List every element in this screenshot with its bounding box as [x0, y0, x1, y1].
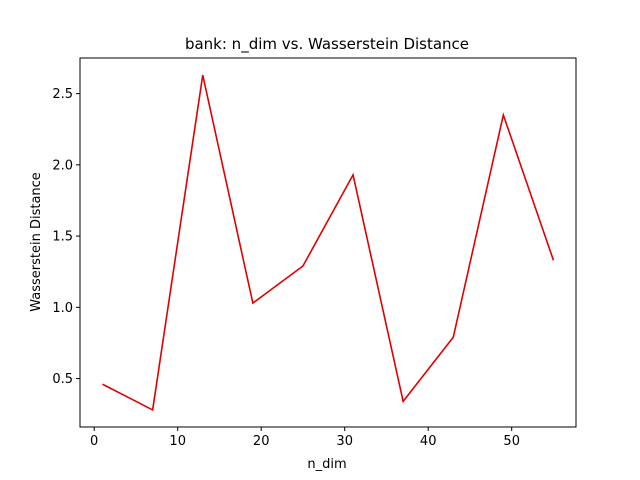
series-line-1: [102, 74, 555, 412]
y-tick-label: 1.0: [52, 301, 73, 316]
y-tick-label: 2.0: [52, 158, 73, 173]
y-tick-label: 2.5: [52, 87, 73, 102]
x-tick-label: 0: [90, 434, 98, 449]
y-tick-label: 1.5: [52, 230, 73, 245]
axes-frame: [79, 57, 577, 428]
x-tick-label: 20: [253, 434, 270, 449]
y-axis: 0.5 1.0 1.5 2.0 2.5: [52, 87, 80, 387]
chart-title: bank: n_dim vs. Wasserstein Distance: [185, 35, 469, 54]
x-tick-label: 40: [420, 434, 437, 449]
x-tick-label: 30: [336, 434, 353, 449]
y-tick-label: 0.5: [52, 372, 73, 387]
y-axis-label: Wasserstein Distance: [29, 172, 44, 312]
x-tick-label: 10: [169, 434, 186, 449]
plot-area: [79, 57, 577, 428]
x-axis: 0 10 20 30 40 50: [90, 427, 520, 449]
x-axis-label: n_dim: [307, 457, 346, 472]
x-tick-label: 50: [503, 434, 520, 449]
